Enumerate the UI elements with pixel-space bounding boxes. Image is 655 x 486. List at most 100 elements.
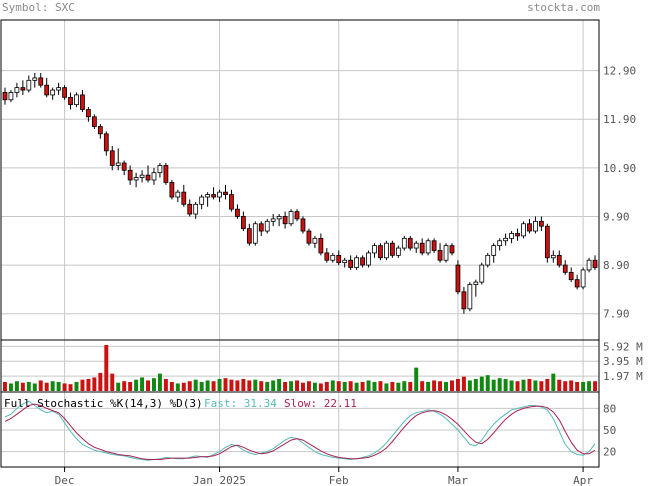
candle-body xyxy=(97,126,103,135)
stochastic-fast-label: Fast: 31.34 xyxy=(204,397,277,410)
volume-bar xyxy=(461,376,466,391)
candle-body xyxy=(527,223,532,232)
candle-body xyxy=(288,211,294,225)
stochastic-axis: 80 50 20 xyxy=(603,402,616,458)
candle-body xyxy=(223,191,228,195)
candle-body xyxy=(38,77,44,86)
candle-body xyxy=(276,216,282,220)
candle-body xyxy=(14,87,20,93)
volume-bar xyxy=(527,378,532,391)
candle-body xyxy=(509,233,514,239)
candle-body xyxy=(211,194,216,198)
candle-body xyxy=(318,237,324,254)
candle-body xyxy=(395,247,401,256)
candle-body xyxy=(20,87,26,91)
candle-body xyxy=(103,133,109,152)
candle-body xyxy=(169,182,175,198)
candle-body xyxy=(139,174,145,178)
candle-body xyxy=(413,242,419,249)
volume-bar xyxy=(128,381,133,391)
candle-body xyxy=(109,150,115,166)
volume-bar xyxy=(259,381,264,391)
candle-body xyxy=(264,220,270,232)
price-panel-border xyxy=(0,19,600,341)
volume-bar xyxy=(378,381,383,391)
candle-body xyxy=(556,254,562,266)
candle-body xyxy=(151,172,157,181)
price-tick-label: 11.90 xyxy=(603,113,636,126)
volume-bar xyxy=(146,380,150,391)
candle-body xyxy=(258,223,264,232)
candle-body xyxy=(580,269,586,288)
volume-bar xyxy=(223,378,228,391)
volume-bars xyxy=(3,345,597,391)
volume-bar xyxy=(318,383,323,391)
candle-body xyxy=(330,254,336,261)
volume-bar xyxy=(426,381,431,391)
candle-body xyxy=(342,259,348,264)
volume-bar xyxy=(479,376,484,391)
volume-bar xyxy=(289,381,294,391)
volume-bar xyxy=(551,373,556,391)
x-tick-label: Feb xyxy=(329,474,349,486)
volume-bar xyxy=(408,381,413,391)
volume-bar xyxy=(175,383,180,391)
volume-bar xyxy=(473,378,478,391)
site-name[interactable]: stockta.com xyxy=(527,1,600,14)
volume-bar xyxy=(229,379,234,391)
candle-body xyxy=(157,165,163,174)
volume-bar xyxy=(62,383,67,391)
candle-body xyxy=(574,279,580,288)
x-tick-label: Jan 2025 xyxy=(193,474,246,486)
candle-body xyxy=(270,218,276,222)
volume-bar xyxy=(444,381,448,391)
volume-bar xyxy=(38,380,43,391)
volume-bar xyxy=(68,384,73,391)
candle-body xyxy=(217,191,222,198)
volume-bar xyxy=(152,378,156,391)
volume-bar xyxy=(354,382,359,391)
volume-bar xyxy=(295,380,299,391)
candle-body xyxy=(515,233,520,237)
volume-bar xyxy=(3,381,7,391)
volume-bar xyxy=(104,345,109,391)
volume-bar xyxy=(193,379,198,391)
volume-bar xyxy=(235,380,240,391)
stochastic-slow-line xyxy=(4,403,596,460)
volume-bar xyxy=(563,381,568,391)
volume-bar xyxy=(324,381,329,391)
candle-body xyxy=(181,191,187,205)
volume-bar xyxy=(432,380,437,391)
candle-body xyxy=(592,259,598,268)
candle-body xyxy=(354,257,360,268)
candle-body xyxy=(455,264,461,293)
volume-bar xyxy=(122,381,127,391)
volume-axis: 1.97 M 3.95 M 5.92 M xyxy=(603,340,643,383)
volume-bar xyxy=(497,378,502,391)
volume-bar xyxy=(581,381,586,391)
candle-body xyxy=(521,223,526,237)
volume-bar xyxy=(390,381,395,391)
volume-bar xyxy=(521,379,526,391)
volume-bar xyxy=(56,381,61,391)
candle-body xyxy=(56,87,61,91)
volume-bar xyxy=(396,382,401,391)
volume-bar xyxy=(86,378,91,391)
volume-bar xyxy=(44,382,49,391)
candle-body xyxy=(133,177,139,181)
candle-body xyxy=(479,264,485,283)
candle-body xyxy=(68,96,73,106)
candle-body xyxy=(419,242,425,254)
candle-body xyxy=(568,271,574,281)
candle-body xyxy=(485,254,491,266)
candle-body xyxy=(324,252,330,261)
candle-body xyxy=(127,169,133,181)
stochastic-title: Full Stochastic %K(14,3) %D(3) xyxy=(4,397,203,410)
volume-bar xyxy=(533,380,538,391)
volume-bar xyxy=(545,378,550,391)
candle-body xyxy=(235,208,240,217)
volume-bar xyxy=(247,380,252,391)
volume-bar xyxy=(80,379,85,391)
volume-bar xyxy=(181,382,186,391)
